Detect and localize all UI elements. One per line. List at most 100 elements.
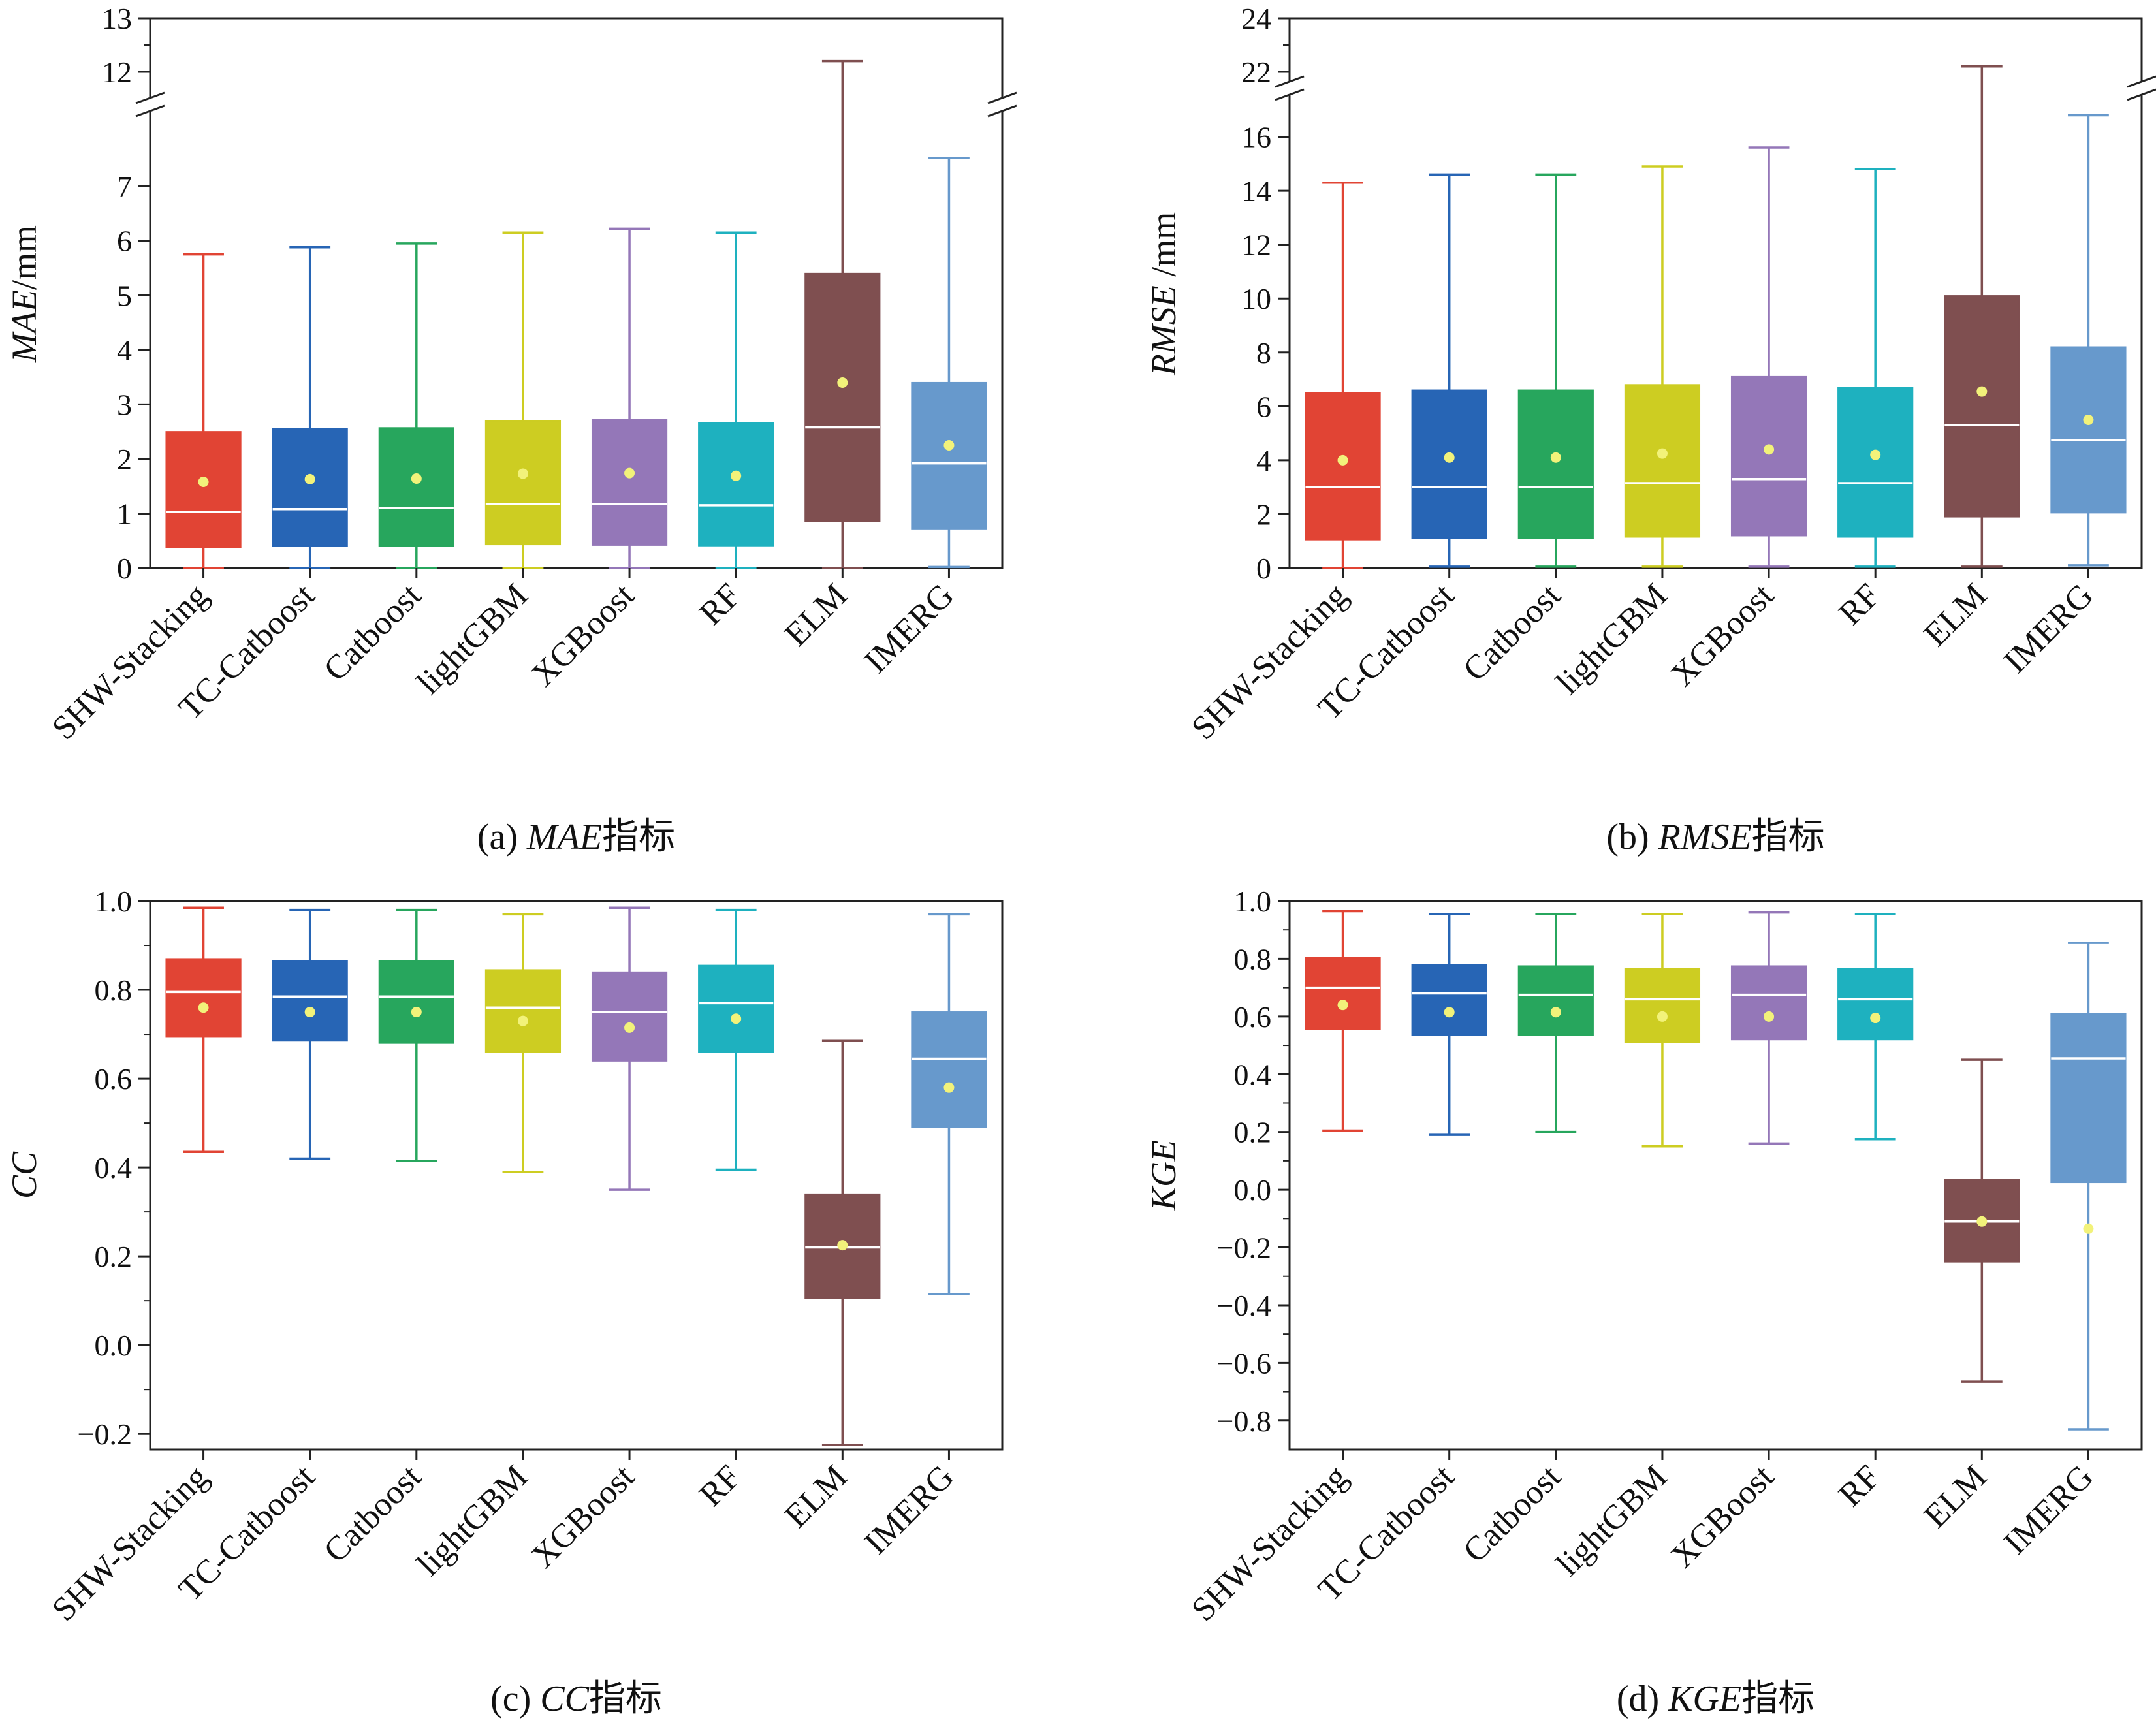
y-tick-label: 0.4 — [95, 1151, 133, 1184]
caption-metric: KGE — [1668, 1679, 1741, 1719]
y-axis-unit: /mm — [5, 225, 44, 290]
y-axis-metric: KGE — [1144, 1140, 1183, 1211]
x-category-label: SHW-Stacking — [45, 577, 215, 747]
y-tick-label: 1.0 — [95, 885, 133, 918]
box-iqr — [1837, 387, 1914, 538]
panel-caption: (c) CC指标 — [490, 1679, 662, 1719]
caption-prefix: (b) — [1606, 817, 1658, 857]
box-tc-catboost — [1411, 913, 1487, 1136]
x-category-label: Catboost — [1456, 1458, 1568, 1570]
box-iqr — [591, 419, 668, 546]
box-shw-stacking — [165, 253, 242, 569]
box-elm — [804, 59, 881, 569]
mean-marker — [1337, 454, 1348, 466]
caption-metric: MAE — [526, 817, 602, 857]
y-axis-title: MAE/mm — [5, 225, 44, 363]
box-iqr — [1837, 968, 1914, 1041]
box-iqr — [2050, 1013, 2127, 1184]
mean-marker — [517, 468, 528, 479]
axis-break-gap — [146, 98, 154, 111]
axis-break-gap — [1286, 82, 1293, 95]
box-iqr — [1730, 965, 1807, 1041]
panel-caption: (b) RMSE指标 — [1606, 817, 1824, 857]
box-iqr — [378, 427, 454, 547]
y-tick-label: −0.2 — [1217, 1231, 1271, 1265]
caption-metric: CC — [540, 1679, 589, 1719]
y-tick-label: −0.2 — [78, 1418, 132, 1451]
box-iqr — [1517, 965, 1594, 1036]
y-tick-label: 0.2 — [95, 1240, 133, 1273]
box-xgboost — [591, 227, 668, 569]
box-iqr — [484, 969, 562, 1053]
caption-prefix: (a) — [477, 817, 527, 857]
x-category-label: SHW-Stacking — [1184, 1458, 1355, 1628]
box-lightgbm — [484, 913, 562, 1173]
axis-break-gap — [998, 98, 1006, 111]
box-tc-catboost — [272, 908, 348, 1160]
y-tick-label: 14 — [1241, 174, 1271, 208]
box-iqr — [1411, 964, 1487, 1036]
plot-frame — [1288, 900, 2143, 1451]
mean-marker — [304, 1007, 315, 1018]
caption-suffix: 指标 — [589, 1679, 662, 1719]
y-axis-metric: CC — [5, 1151, 44, 1199]
axis-break-mark — [987, 104, 1017, 118]
box-imerg — [2050, 114, 2127, 567]
mean-marker — [198, 1002, 209, 1013]
y-tick-label: 6 — [1256, 390, 1271, 423]
mean-marker — [1550, 452, 1561, 463]
x-category-label: Catboost — [317, 577, 428, 688]
box-lightgbm — [1624, 165, 1701, 568]
x-category-label: ELM — [778, 1458, 855, 1535]
y-tick-label: 12 — [1241, 229, 1271, 262]
panel-caption: (d) KGE指标 — [1617, 1679, 1815, 1719]
x-category-label: ELM — [778, 577, 855, 654]
y-tick-label: 0 — [117, 552, 132, 585]
mean-marker — [198, 477, 209, 487]
box-lightgbm — [1624, 913, 1701, 1148]
x-category-label: RF — [1831, 1458, 1887, 1513]
panel-rmse: 02468101214162224SHW-StackingTC-Catboost… — [1144, 2, 2156, 857]
box-iqr — [484, 420, 562, 546]
plot-frame — [149, 900, 1004, 1451]
box-rf — [698, 908, 774, 1171]
mean-marker — [1444, 1007, 1455, 1018]
y-tick-label: 22 — [1241, 55, 1271, 89]
x-category-label: XGBoost — [524, 1458, 642, 1576]
box-iqr — [165, 958, 242, 1038]
y-tick-label: 0.8 — [1234, 942, 1272, 975]
box-iqr — [911, 1011, 987, 1128]
box-imerg — [911, 913, 987, 1295]
y-axis-unit: /mm — [1144, 212, 1183, 286]
y-axis-title: RMSE /mm — [1144, 212, 1183, 376]
box-shw-stacking — [165, 906, 242, 1154]
x-category-label: XGBoost — [1664, 1458, 1781, 1576]
axis-break-mark — [2127, 88, 2156, 101]
y-tick-label: 0.4 — [1234, 1058, 1272, 1091]
mean-marker — [731, 470, 742, 481]
box-iqr — [378, 960, 454, 1044]
caption-prefix: (d) — [1617, 1679, 1668, 1719]
plot-frame — [1288, 17, 2143, 569]
box-xgboost — [591, 906, 668, 1191]
box-iqr — [1305, 392, 1381, 541]
y-axis-metric: MAE — [5, 290, 44, 363]
x-category-label: ELM — [1917, 577, 1994, 654]
box-lightgbm — [484, 231, 562, 569]
axis-break-mark — [1275, 75, 1305, 88]
x-category-label: IMERG — [857, 577, 961, 680]
mean-marker — [411, 473, 422, 484]
box-iqr — [804, 272, 881, 522]
mean-marker — [1657, 448, 1668, 459]
x-category-label: RF — [692, 1458, 748, 1513]
y-tick-label: 8 — [1256, 336, 1271, 370]
y-tick-label: 0.6 — [1234, 1000, 1272, 1034]
y-tick-label: 7 — [117, 170, 132, 203]
caption-suffix: 指标 — [1752, 817, 1825, 857]
mean-marker — [1870, 1013, 1881, 1024]
y-axis-title: KGE — [1144, 1140, 1183, 1211]
mean-marker — [1764, 1011, 1775, 1022]
x-category-label: ELM — [1917, 1458, 1994, 1535]
y-tick-label: 1 — [117, 497, 132, 530]
